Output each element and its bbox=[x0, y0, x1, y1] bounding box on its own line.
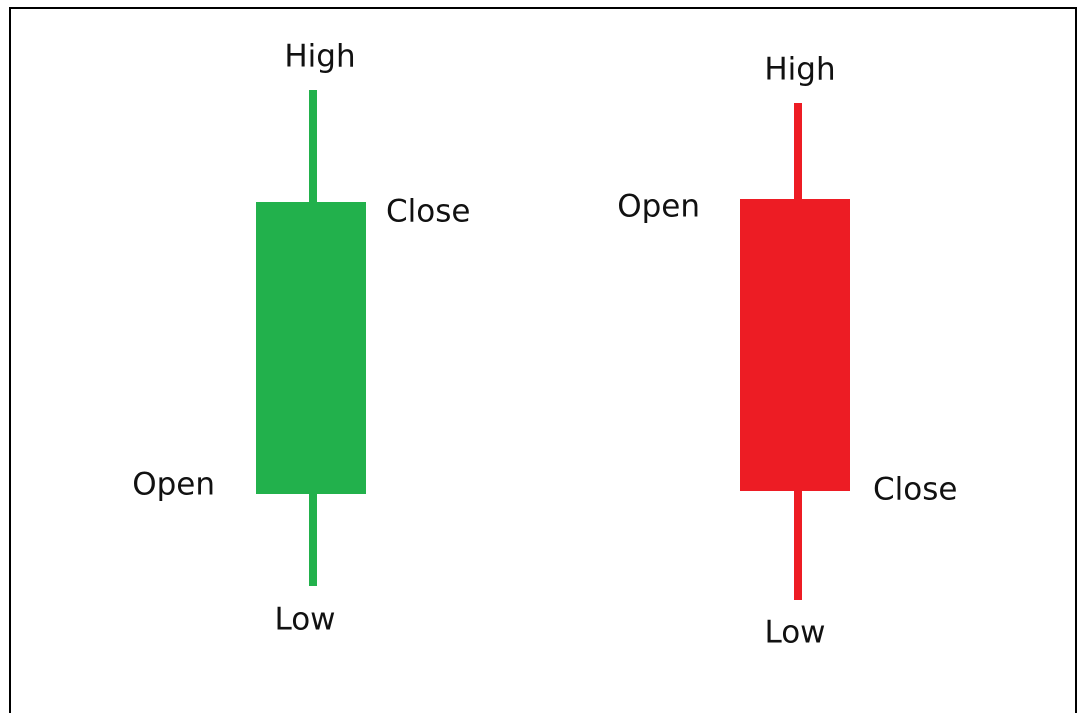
open-label: Open bbox=[132, 467, 215, 503]
body bbox=[256, 202, 366, 494]
low-label: Low bbox=[764, 615, 825, 651]
high-label: High bbox=[764, 52, 835, 88]
high-label: High bbox=[284, 39, 355, 75]
body bbox=[740, 199, 850, 491]
close-label: Close bbox=[873, 472, 957, 508]
frame bbox=[9, 7, 1077, 713]
bearish-candle: High Open Close Low bbox=[617, 52, 957, 651]
open-label: Open bbox=[617, 189, 700, 225]
bullish-candle: High Close Open Low bbox=[132, 39, 470, 638]
low-label: Low bbox=[274, 602, 335, 638]
close-label: Close bbox=[386, 194, 470, 230]
